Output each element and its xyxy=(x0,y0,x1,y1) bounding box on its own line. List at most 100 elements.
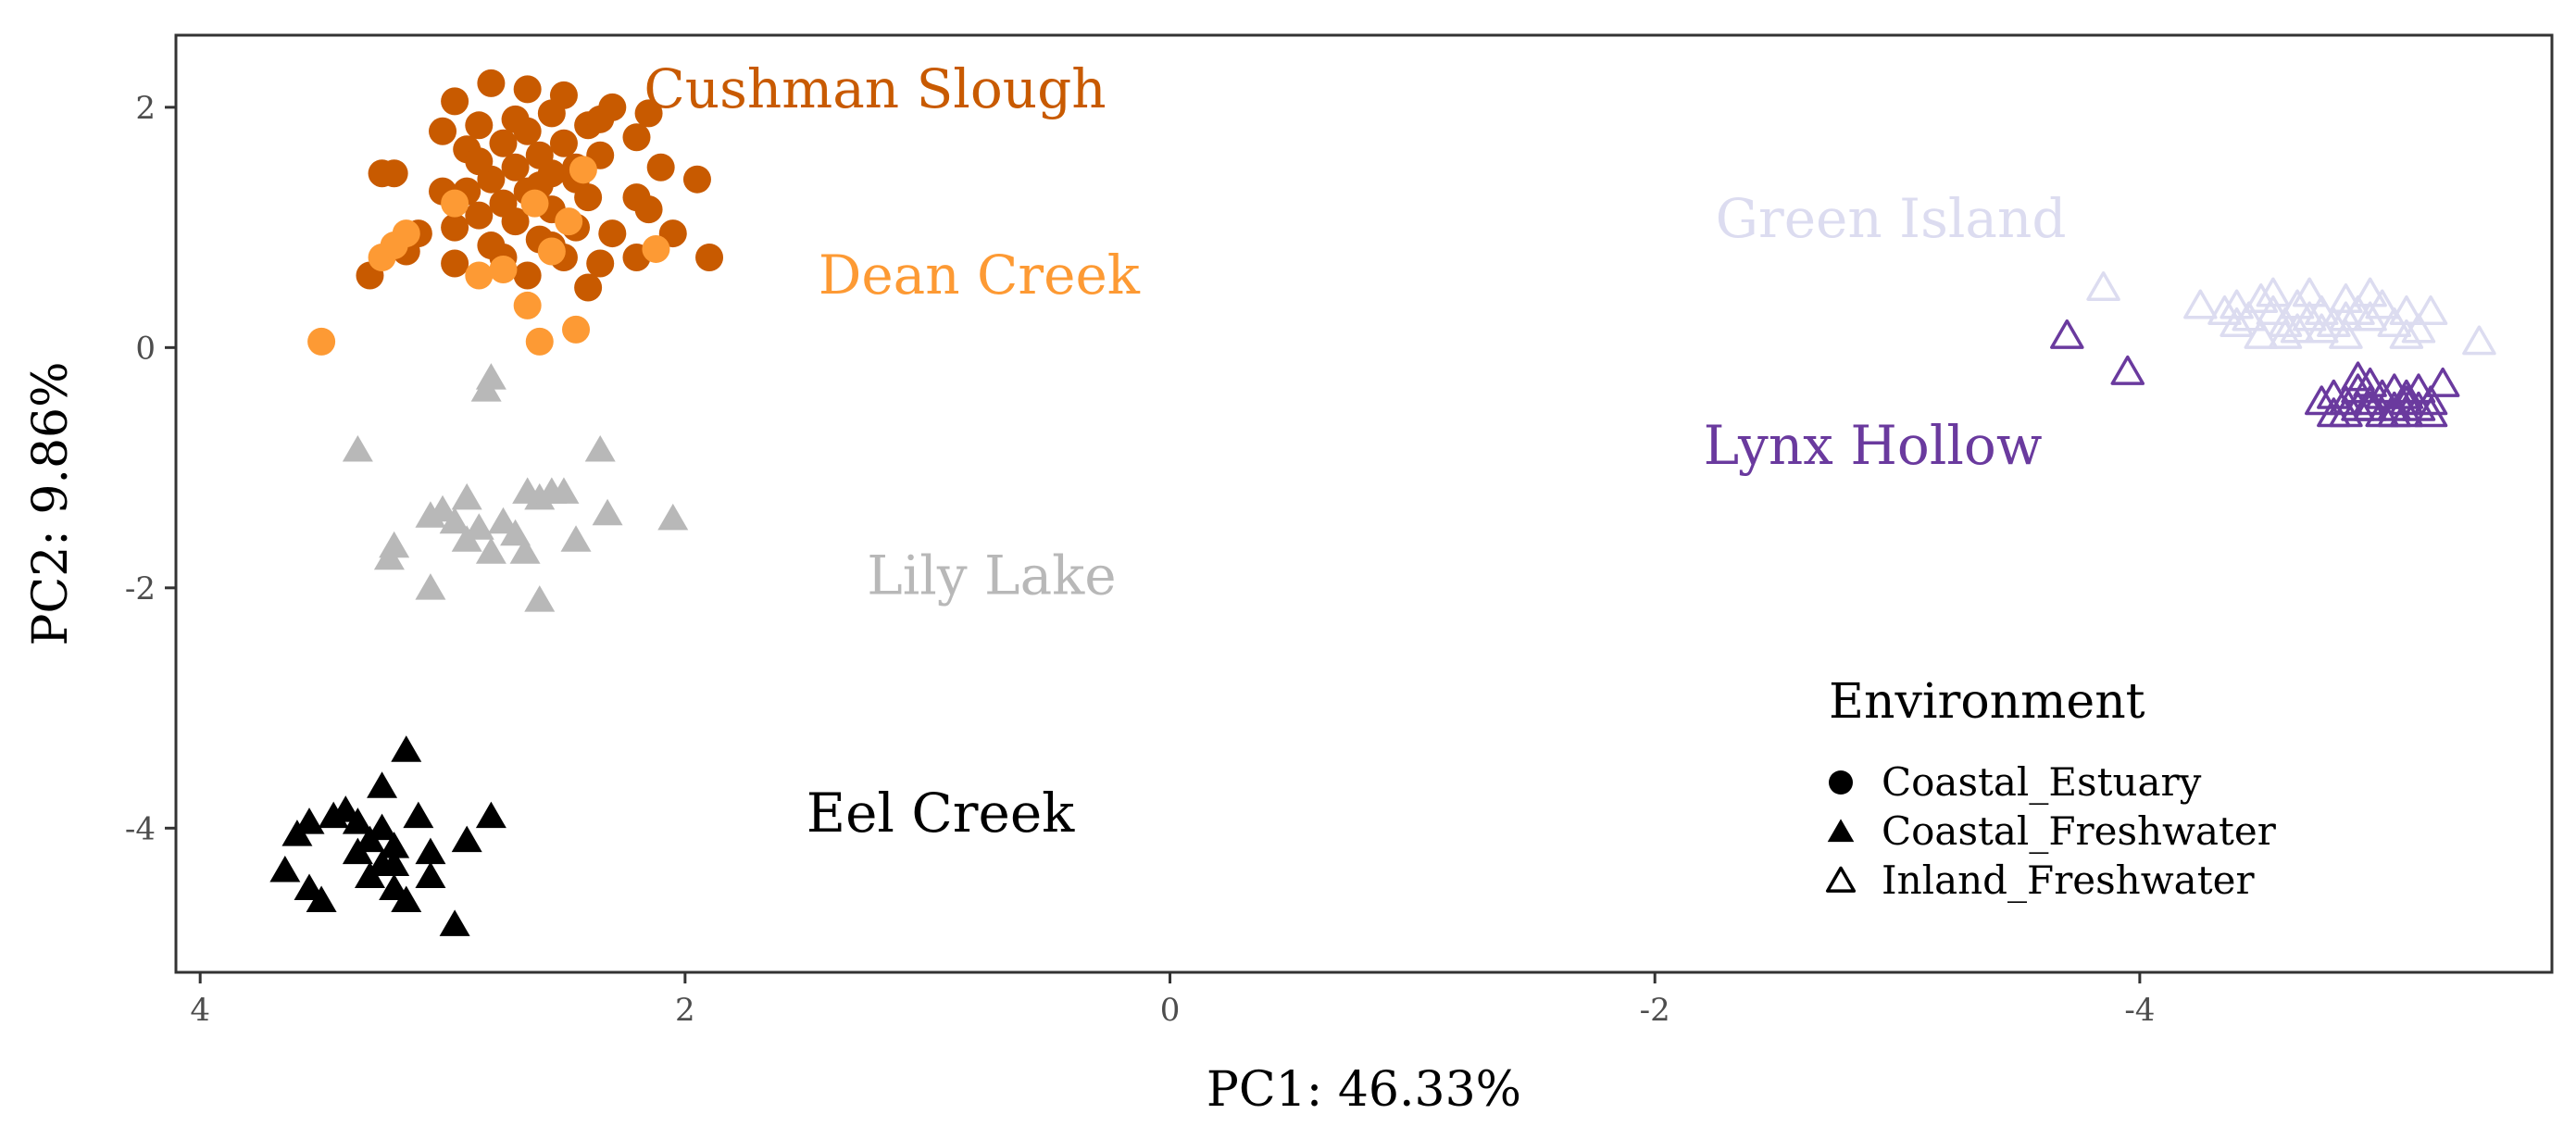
group-labels: Cushman Slough Dean Creek Lily Lake Eel Cre… xyxy=(644,57,2066,845)
dean-creek-point xyxy=(392,219,420,248)
lynx-hollow-point xyxy=(2305,385,2339,416)
green-island-point xyxy=(2244,283,2279,314)
x-tick-label: 2 xyxy=(675,992,695,1029)
green-island-point xyxy=(2280,313,2315,344)
eel-creek-point xyxy=(367,771,398,798)
lynx-hollow-point xyxy=(2377,397,2412,428)
green-island-point xyxy=(2329,283,2363,314)
lynx-hollow-point xyxy=(2389,379,2424,409)
lily-lake-point xyxy=(415,573,446,600)
lily-lake-point xyxy=(584,434,616,462)
cushman-slough-point xyxy=(574,273,603,302)
cushman-slough-point xyxy=(501,207,530,236)
cushman-slough-point xyxy=(465,147,494,176)
dean-creek-point xyxy=(525,327,554,356)
y-tick-label: -4 xyxy=(125,810,156,847)
legend-key-circle xyxy=(1829,770,1853,795)
plot-panel-border xyxy=(174,33,2554,974)
green-island-point xyxy=(2256,294,2291,325)
green-island-point xyxy=(2086,271,2120,302)
green-island-point xyxy=(2413,294,2448,325)
lily-lake-point xyxy=(342,434,373,462)
cushman-slough-point xyxy=(586,105,615,133)
lily-lake-point xyxy=(439,507,470,534)
cushman-slough-point xyxy=(513,261,542,290)
y-tick-label: 0 xyxy=(135,330,156,367)
green-island-point xyxy=(2220,289,2254,319)
legend-title: Environment xyxy=(1829,674,2145,730)
lily-lake-point xyxy=(560,525,592,552)
eel-creek-point xyxy=(439,909,470,936)
y-tick-label: -2 xyxy=(125,570,156,607)
cushman-slough-label: Cushman Slough xyxy=(644,57,1106,120)
eel-creek-point xyxy=(269,856,301,882)
green-island-point xyxy=(2220,307,2254,337)
dean-creek-point xyxy=(465,261,494,290)
cushman-slough-point xyxy=(695,244,724,272)
dean-creek-point xyxy=(513,291,542,319)
dean-creek-point xyxy=(489,256,518,283)
cushman-slough-point xyxy=(513,75,542,104)
green-island-point xyxy=(2292,301,2327,332)
legend-label: Coastal_Freshwater xyxy=(1882,808,2277,854)
lily-lake-point xyxy=(451,525,482,552)
lily-lake-point xyxy=(548,477,580,504)
lily-lake-point xyxy=(524,585,556,612)
eel-creek-point xyxy=(451,825,482,853)
x-axis: 4 2 0 -2 -4 xyxy=(190,972,2155,1029)
cushman-slough-point xyxy=(586,249,615,278)
lynx-hollow-label: Lynx Hollow xyxy=(1704,414,2043,477)
x-tick-label: -4 xyxy=(2124,992,2155,1029)
eel-creek-point xyxy=(403,801,434,829)
green-island-point xyxy=(2268,319,2303,349)
lily-lake-point xyxy=(500,519,531,546)
lynx-hollow-point xyxy=(2413,397,2448,428)
lynx-hollow-point xyxy=(2317,397,2351,428)
lily-lake-label: Lily Lake xyxy=(867,544,1116,607)
eel-creek-point xyxy=(354,861,385,889)
legend-label: Coastal_Estuary xyxy=(1882,759,2202,805)
legend-key-open-triangle xyxy=(1825,866,1857,893)
cushman-slough-point xyxy=(465,201,494,230)
lynx-hollow-point xyxy=(2050,319,2084,349)
green-island-point xyxy=(2183,289,2218,319)
lily-lake-point xyxy=(509,537,541,564)
eel-creek-label: Eel Creek xyxy=(807,782,1075,845)
dean-creek-label: Dean Creek xyxy=(819,244,1141,307)
eel-creek-point xyxy=(306,885,337,912)
data-points xyxy=(269,69,2496,936)
eel-creek-point xyxy=(415,837,446,865)
y-axis: 2 0 -2 -4 xyxy=(125,90,176,847)
y-axis-title: PC2: 9.86% xyxy=(23,361,79,645)
y-tick-label: 2 xyxy=(135,90,156,127)
dean-creek-point xyxy=(555,207,583,236)
lily-lake-point xyxy=(592,498,623,526)
legend: Environment Coastal_EstuaryCoastal_Fresh… xyxy=(1825,674,2277,903)
dean-creek-point xyxy=(537,237,566,266)
lynx-hollow-point xyxy=(2425,367,2460,397)
lily-lake-point xyxy=(475,537,506,564)
cushman-slough-point xyxy=(368,159,396,188)
eel-creek-point xyxy=(475,801,506,829)
cushman-slough-point xyxy=(441,249,469,278)
lynx-hollow-point xyxy=(2110,355,2145,385)
green-island-point xyxy=(2462,325,2496,356)
lily-lake-point xyxy=(470,375,502,402)
eel-creek-point xyxy=(379,832,410,858)
green-island-point xyxy=(2329,319,2363,349)
x-axis-title: PC1: 46.33% xyxy=(1207,1062,1521,1118)
lily-lake-point xyxy=(451,482,482,510)
cushman-slough-point xyxy=(513,117,542,145)
green-island-point xyxy=(2207,294,2242,325)
cushman-slough-point xyxy=(441,87,469,116)
green-island-point xyxy=(2256,277,2291,307)
green-island-label: Green Island xyxy=(1716,187,2067,250)
lynx-hollow-point xyxy=(2341,361,2375,392)
cushman-slough-point xyxy=(465,111,494,140)
legend-key-triangle xyxy=(1827,819,1855,843)
cushman-slough-point xyxy=(441,213,469,242)
lynx-hollow-point xyxy=(2341,391,2375,421)
cushman-slough-point xyxy=(537,99,566,128)
cushman-slough-point xyxy=(549,129,578,157)
